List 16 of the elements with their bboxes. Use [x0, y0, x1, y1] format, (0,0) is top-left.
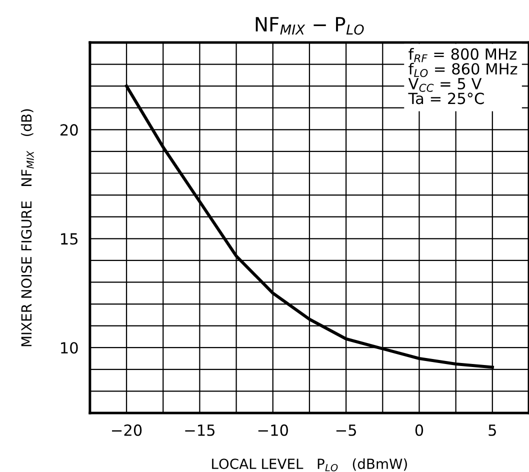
text: LOCAL LEVEL P$_{LO}$ (dBmW) [212, 458, 407, 472]
annotation: f$_{RF}$ = 800 MHz [408, 48, 516, 62]
x-tick-label: −15 [185, 424, 214, 436]
annotation: Ta = 25°C [408, 92, 484, 104]
y-tick-label: 20 [60, 124, 78, 136]
y-tick-label: 10 [61, 342, 78, 354]
annotation: f$_{LO}$ = 860 MHz [408, 62, 518, 78]
annotation: V$_{CC}$ = 5 V [408, 78, 482, 92]
y-tick-label: 15 [61, 233, 78, 245]
x-tick-label: 5 [488, 424, 496, 436]
x-tick-label: −5 [336, 424, 356, 436]
x-tick-label: 0 [415, 424, 424, 436]
text: MIXER NOISE FIGURE NF$_{MIX}$ (dB) [20, 109, 34, 346]
chart-title: NF$_{MIX}$ − P$_{LO}$ [256, 17, 364, 35]
x-tick-label: −10 [258, 424, 288, 436]
x-tick-label: −20 [112, 424, 142, 436]
